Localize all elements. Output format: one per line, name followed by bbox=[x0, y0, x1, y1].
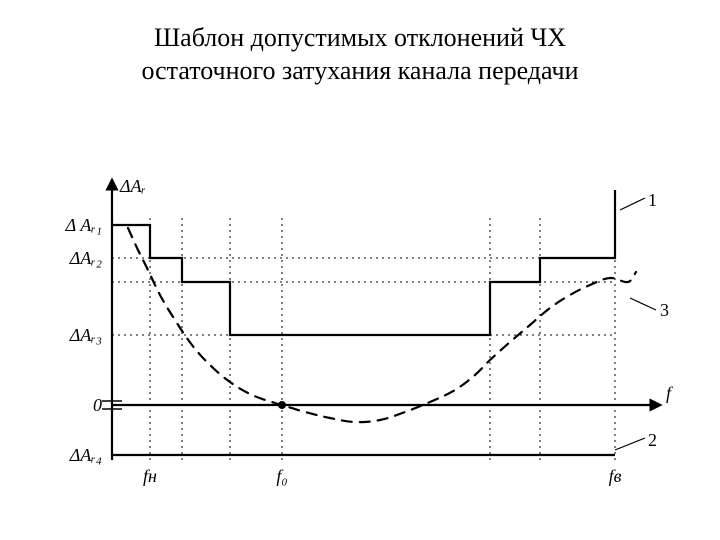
x-tick-label: f₀ bbox=[276, 466, 287, 486]
title-line-2: остаточного затухания канала передачи bbox=[141, 56, 578, 85]
f0-marker bbox=[278, 401, 286, 409]
y-tick-label: ΔAᵣ₂ bbox=[69, 248, 102, 268]
curve-number-label: 2 bbox=[648, 430, 657, 450]
y-tick-label: Δ Aᵣ₁ bbox=[65, 215, 102, 235]
y-tick-label: ΔAᵣ₄ bbox=[69, 445, 102, 465]
upper-tolerance-template bbox=[112, 190, 615, 335]
curve-number-label: 1 bbox=[648, 190, 657, 210]
y-axis-label: ΔAᵣ bbox=[119, 176, 146, 196]
leader-line bbox=[615, 438, 645, 450]
curve-number-label: 3 bbox=[660, 300, 669, 320]
tolerance-template-chart: ΔAᵣ f Δ Aᵣ₁ ΔAᵣ₂ ΔAᵣ₃ 0 ΔAᵣ₄ fн f₀ fв 1 3 2 bbox=[20, 150, 700, 500]
y-tick-label: 0 bbox=[93, 395, 102, 415]
y-tick-label: ΔAᵣ₃ bbox=[69, 325, 102, 345]
x-axis-label: f bbox=[666, 383, 674, 403]
x-tick-label: fв bbox=[609, 466, 622, 486]
title-line-1: Шаблон допустимых отклонений ЧХ bbox=[154, 23, 566, 52]
x-tick-label: fн bbox=[143, 466, 157, 486]
leader-line bbox=[630, 298, 656, 310]
leader-line bbox=[620, 198, 645, 210]
